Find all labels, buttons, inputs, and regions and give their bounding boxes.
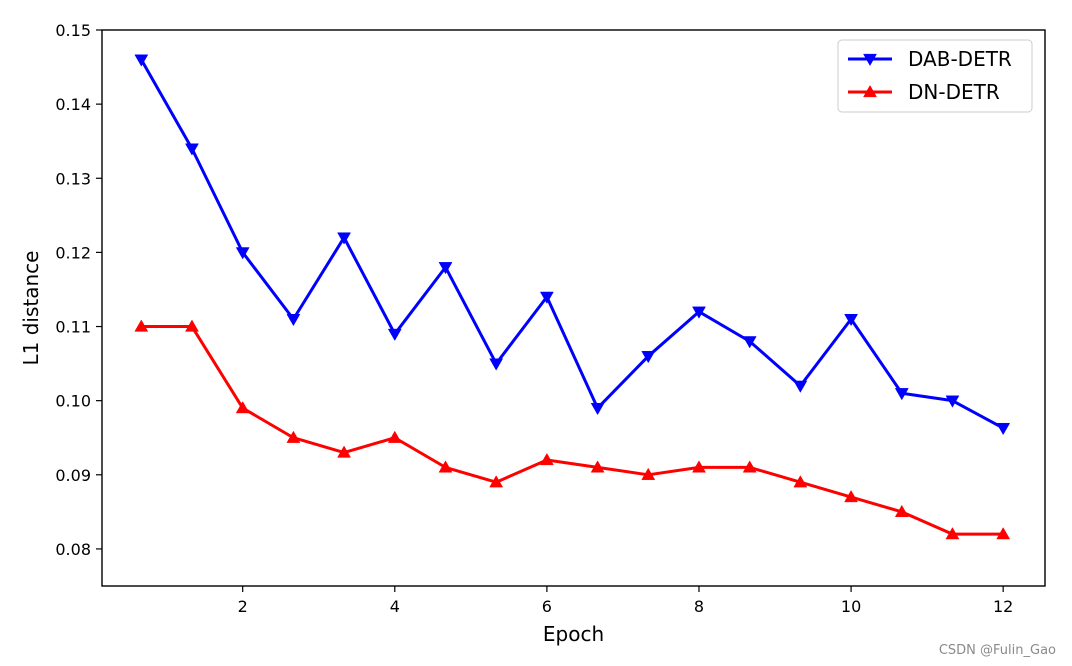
data-point	[185, 143, 199, 156]
legend-marker	[863, 53, 877, 67]
data-point	[337, 232, 351, 245]
y-axis-ticks: 0.08 0.09 0.10 0.11 0.12 0.13 0.14 0.15	[55, 21, 102, 559]
data-point	[134, 54, 149, 67]
data-point	[590, 402, 605, 416]
y-tick-label: 0.15	[55, 21, 91, 40]
data-point	[894, 388, 909, 401]
series-line	[141, 325, 1004, 536]
watermark-text: CSDN @Fulin_Gao	[938, 643, 1056, 658]
legend-item: DN-DETR	[848, 80, 1000, 104]
data-point	[489, 475, 504, 488]
series-dab-detr	[134, 54, 1011, 436]
y-tick-label: 0.12	[55, 243, 91, 262]
data-point	[844, 313, 859, 327]
data-point	[387, 430, 402, 443]
data-point	[387, 328, 402, 341]
data-point	[134, 319, 149, 332]
data-point	[742, 336, 757, 349]
x-tick-label: 12	[993, 597, 1013, 616]
plot-area-frame	[101, 29, 1046, 587]
data-point	[793, 475, 808, 488]
data-point	[793, 380, 808, 393]
data-point	[235, 401, 250, 414]
x-tick-label: 2	[238, 597, 248, 616]
data-point	[641, 467, 656, 480]
y-tick-label: 0.14	[55, 95, 91, 114]
data-point	[489, 358, 504, 371]
x-axis-title: Epoch	[543, 622, 604, 646]
data-point	[438, 460, 453, 473]
data-point	[894, 504, 909, 517]
data-point	[539, 452, 554, 466]
legend-label: DN-DETR	[908, 80, 1000, 104]
legend: DAB-DETR DN-DETR	[837, 39, 1033, 113]
y-tick-label: 0.11	[55, 318, 91, 337]
data-point	[438, 262, 453, 275]
data-point	[590, 460, 605, 473]
series-dn-detr	[134, 319, 1011, 540]
data-point	[742, 460, 757, 473]
series-line	[140, 58, 1004, 430]
x-tick-label: 4	[390, 597, 400, 616]
x-axis-ticks: 2 4 6 8 10 12	[238, 586, 1013, 616]
data-point	[235, 247, 250, 260]
data-point	[844, 490, 859, 503]
data-point	[945, 527, 960, 540]
legend-marker	[863, 84, 877, 98]
data-point	[286, 313, 301, 327]
data-point	[692, 460, 706, 473]
data-point	[996, 422, 1011, 436]
data-point	[185, 319, 199, 332]
y-axis-title: L1 distance	[19, 251, 43, 366]
y-tick-label: 0.10	[55, 392, 91, 411]
legend-item: DAB-DETR	[848, 47, 1012, 71]
legend-label: DAB-DETR	[908, 47, 1012, 71]
data-point	[337, 445, 351, 458]
y-tick-label: 0.13	[55, 169, 91, 188]
data-point	[945, 395, 960, 408]
data-point	[286, 430, 301, 443]
data-point	[539, 291, 554, 304]
y-tick-label: 0.09	[55, 466, 91, 485]
data-point	[692, 306, 706, 319]
data-point	[641, 351, 656, 364]
data-point	[996, 527, 1011, 540]
y-tick-label: 0.08	[55, 540, 91, 559]
x-tick-label: 6	[542, 597, 552, 616]
x-tick-label: 8	[694, 597, 704, 616]
x-tick-label: 10	[841, 597, 861, 616]
series-layer	[134, 54, 1011, 540]
